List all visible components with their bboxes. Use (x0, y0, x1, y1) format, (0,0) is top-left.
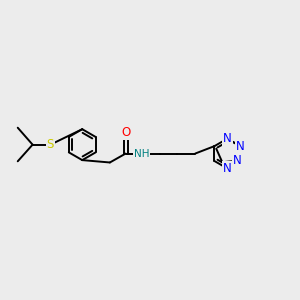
Text: N: N (233, 154, 242, 167)
Text: O: O (121, 126, 130, 139)
Text: N: N (236, 140, 244, 153)
Text: N: N (223, 162, 232, 175)
Text: S: S (47, 138, 54, 151)
Text: NH: NH (134, 148, 149, 159)
Text: N: N (223, 132, 232, 145)
